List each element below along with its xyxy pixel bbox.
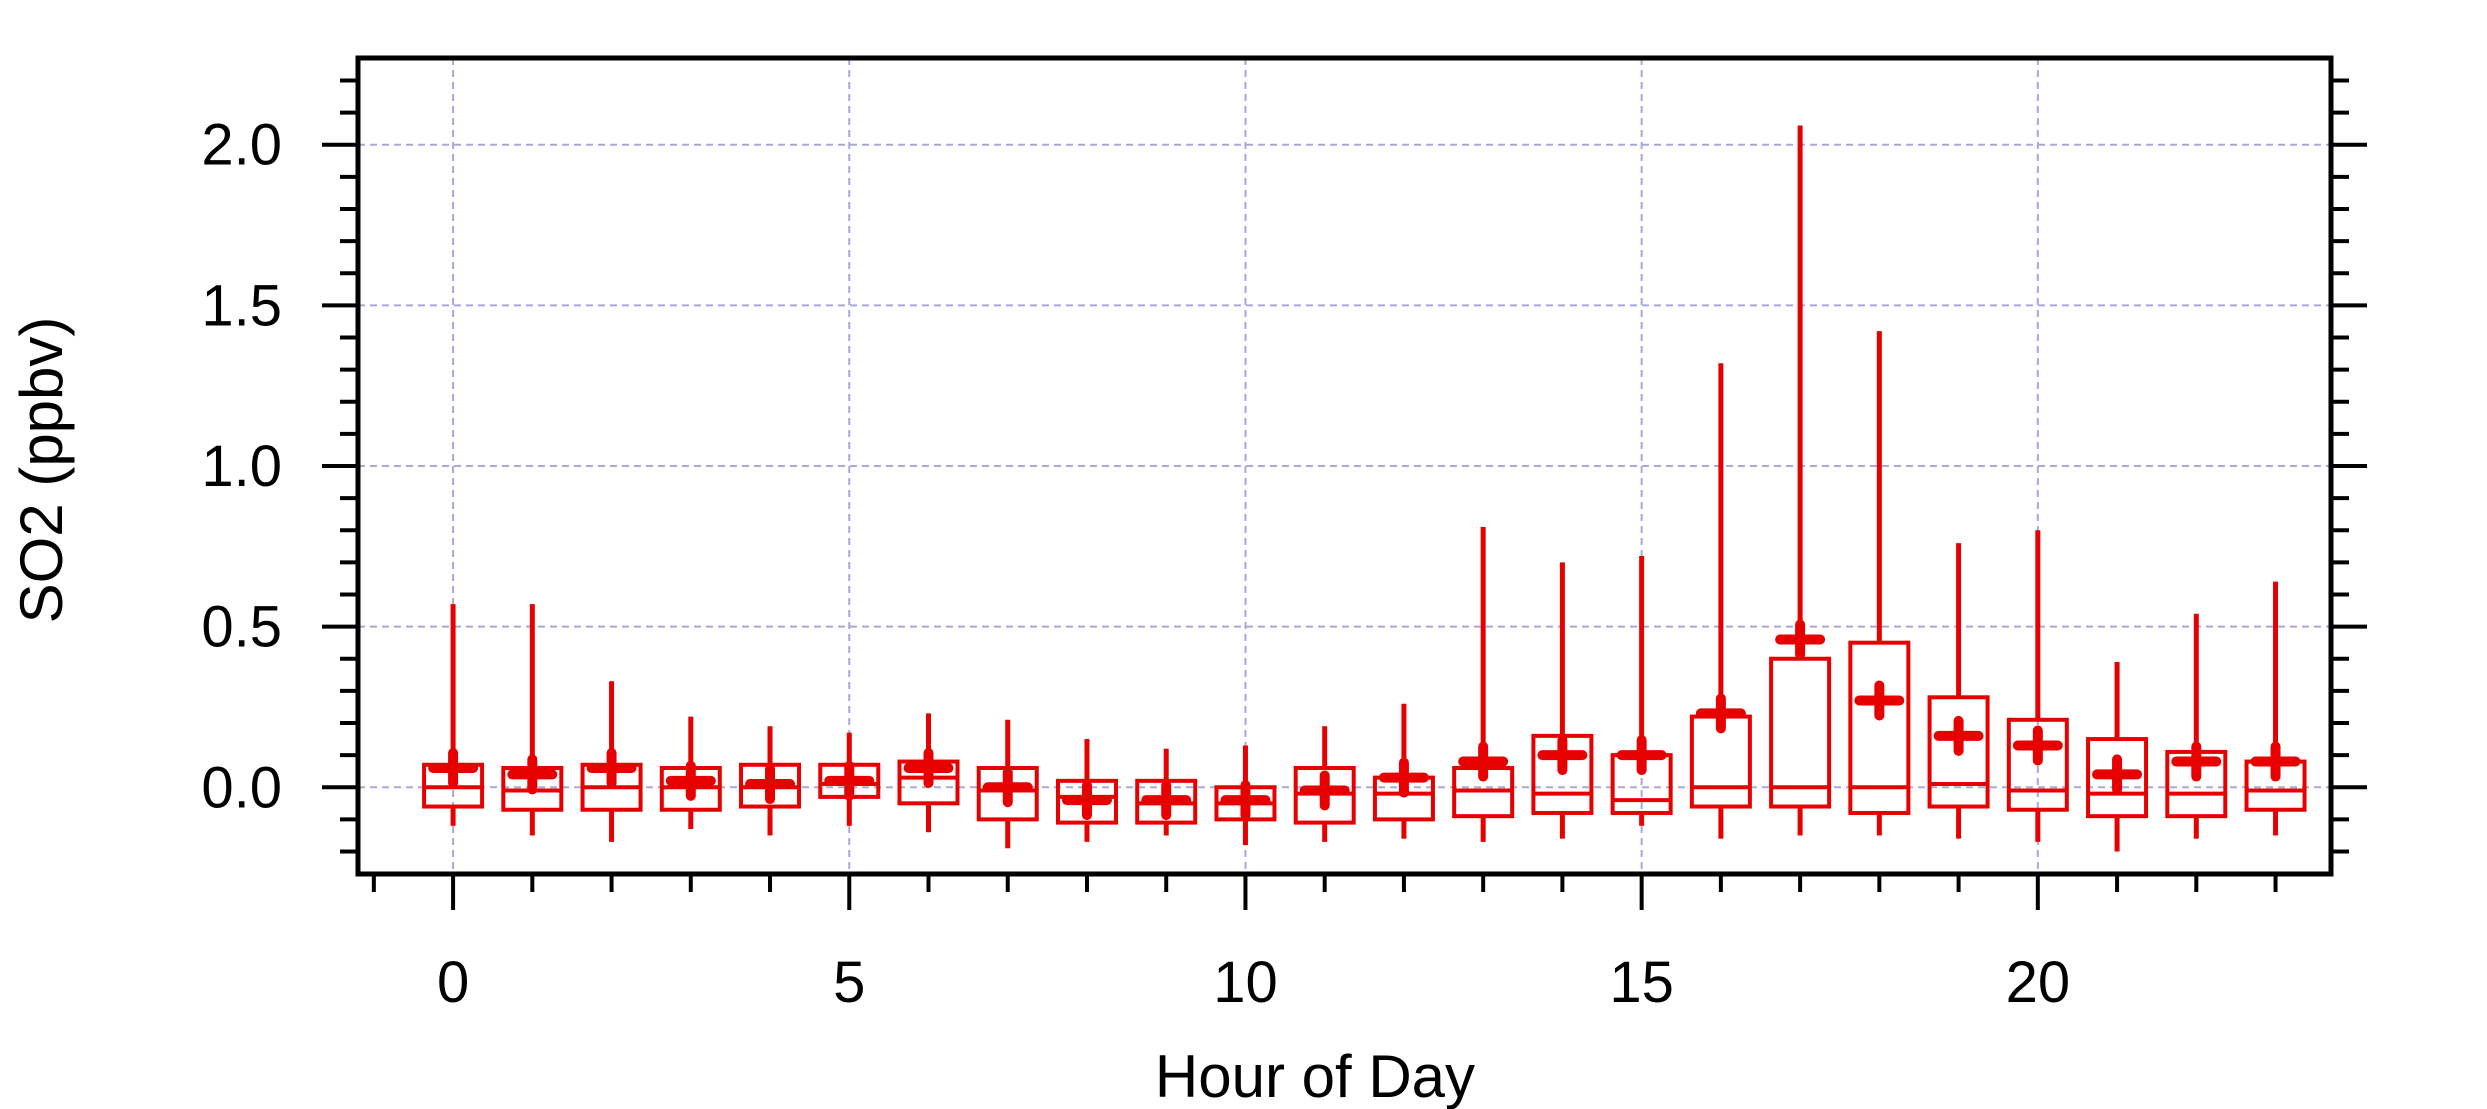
- axis-ticks: [322, 78, 2367, 910]
- y-axis-title: SO2 (ppbv): [8, 317, 75, 624]
- box-hour-3: [659, 716, 722, 830]
- iqr-box: [2006, 717, 2069, 812]
- box-hour-12: [1372, 703, 1435, 839]
- iqr-box: [1848, 640, 1911, 815]
- box-hour-22: [2165, 613, 2228, 839]
- box-hour-16: [1689, 363, 1752, 839]
- box-hour-9: [1135, 748, 1198, 836]
- y-tick-label: 1.0: [201, 434, 282, 499]
- x-tick-label: 0: [437, 950, 469, 1015]
- box-hour-5: [818, 732, 881, 826]
- x-tick-label: 10: [1213, 950, 1278, 1015]
- box-hour-11: [1293, 726, 1356, 842]
- box-hour-20: [2006, 530, 2069, 842]
- y-tick-label: 0.5: [201, 595, 282, 660]
- x-tick-labels: 0 5 10 15 20: [437, 950, 2070, 1015]
- box-hour-15: [1610, 555, 1673, 826]
- box-hour-17: [1769, 125, 1832, 836]
- box-hour-10: [1214, 745, 1277, 846]
- iqr-box: [1769, 656, 1832, 809]
- box-hour-0: [422, 604, 485, 826]
- box-hour-23: [2244, 581, 2307, 836]
- x-axis-title: Hour of Day: [1155, 1043, 1475, 1109]
- iqr-box: [1927, 695, 1990, 809]
- box-hour-13: [1452, 527, 1515, 842]
- box-hour-1: [501, 604, 564, 836]
- box-hour-14: [1531, 562, 1594, 839]
- box-hour-6: [897, 713, 960, 833]
- x-tick-label: 15: [1609, 950, 1674, 1015]
- y-tick-label: 1.5: [201, 273, 282, 338]
- box-hour-21: [2086, 661, 2149, 852]
- iqr-box: [2086, 737, 2149, 819]
- box-hour-4: [739, 726, 802, 836]
- grid: [358, 58, 2331, 874]
- y-tick-label: 2.0: [201, 113, 282, 178]
- y-tick-label: 0.0: [201, 755, 282, 820]
- box-hour-19: [1927, 543, 1990, 839]
- box-hour-7: [976, 719, 1039, 849]
- box-hour-2: [580, 681, 643, 842]
- plot-frame: [355, 55, 2334, 877]
- box-series: [422, 125, 2307, 852]
- y-tick-labels: 0.0 0.5 1.0 1.5 2.0: [201, 113, 282, 821]
- x-tick-label: 20: [2006, 950, 2071, 1015]
- box-hour-8: [1055, 739, 1118, 842]
- box-hour-18: [1848, 331, 1911, 836]
- x-tick-label: 5: [833, 950, 865, 1015]
